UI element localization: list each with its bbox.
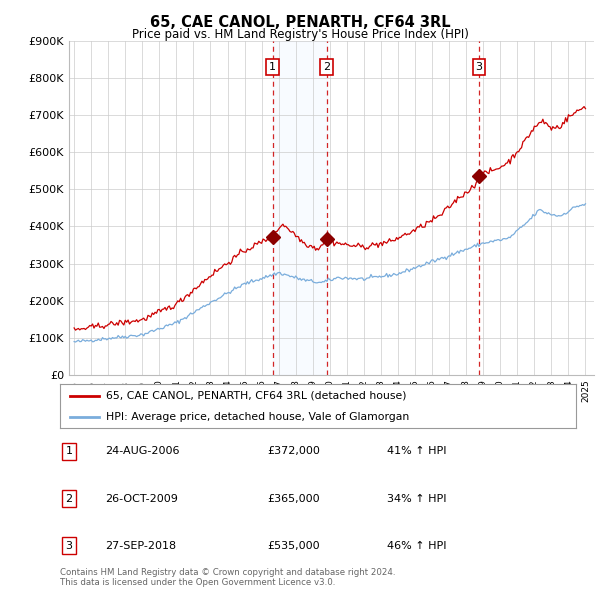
Text: £535,000: £535,000 <box>267 541 320 550</box>
Text: 3: 3 <box>475 62 482 72</box>
Text: 46% ↑ HPI: 46% ↑ HPI <box>387 541 446 550</box>
Text: 1: 1 <box>269 62 276 72</box>
Text: 2: 2 <box>323 62 330 72</box>
Text: 34% ↑ HPI: 34% ↑ HPI <box>387 494 446 503</box>
Text: Contains HM Land Registry data © Crown copyright and database right 2024.
This d: Contains HM Land Registry data © Crown c… <box>60 568 395 587</box>
Text: 3: 3 <box>65 541 73 550</box>
Text: £372,000: £372,000 <box>267 447 320 456</box>
Text: 24-AUG-2006: 24-AUG-2006 <box>105 447 179 456</box>
Text: 26-OCT-2009: 26-OCT-2009 <box>105 494 178 503</box>
Text: 2: 2 <box>65 494 73 503</box>
Text: 41% ↑ HPI: 41% ↑ HPI <box>387 447 446 456</box>
Text: 1: 1 <box>65 447 73 456</box>
Text: HPI: Average price, detached house, Vale of Glamorgan: HPI: Average price, detached house, Vale… <box>106 412 410 422</box>
Text: 27-SEP-2018: 27-SEP-2018 <box>105 541 176 550</box>
Text: 65, CAE CANOL, PENARTH, CF64 3RL: 65, CAE CANOL, PENARTH, CF64 3RL <box>149 15 451 30</box>
Text: 65, CAE CANOL, PENARTH, CF64 3RL (detached house): 65, CAE CANOL, PENARTH, CF64 3RL (detach… <box>106 391 407 401</box>
Bar <box>272 41 326 375</box>
Text: £365,000: £365,000 <box>267 494 320 503</box>
Text: Price paid vs. HM Land Registry's House Price Index (HPI): Price paid vs. HM Land Registry's House … <box>131 28 469 41</box>
